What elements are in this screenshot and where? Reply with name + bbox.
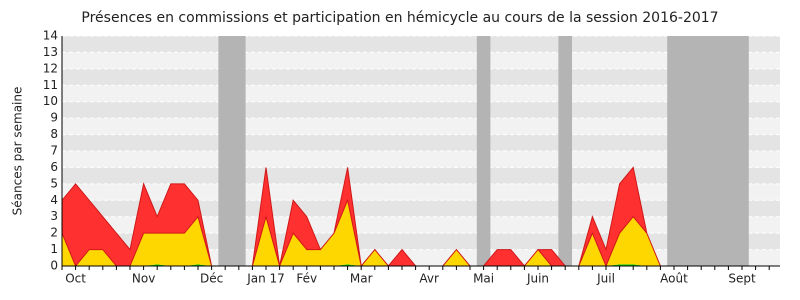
y-tick-label: 9: [50, 111, 58, 125]
x-tick-label: Nov: [132, 272, 155, 286]
y-tick-label: 3: [50, 209, 58, 223]
x-tick-label: Août: [660, 272, 688, 286]
y-tick-label: 8: [50, 127, 58, 141]
vacation-band: [218, 36, 246, 266]
x-tick-label: Juil: [596, 272, 615, 286]
x-tick-label: Fév: [296, 272, 317, 286]
y-axis-label: Séances par semaine: [11, 87, 25, 216]
x-tick-label: Mar: [350, 272, 373, 286]
x-tick-label: Oct: [65, 272, 86, 286]
area: [62, 264, 770, 266]
x-tick-label: Juin: [526, 272, 549, 286]
y-tick-label: 4: [50, 193, 58, 207]
chart-title: Présences en commissions et participatio…: [81, 10, 718, 26]
x-tick-label: Déc: [200, 272, 223, 286]
y-tick-label: 10: [43, 94, 58, 108]
area: [62, 200, 770, 266]
vacation-band: [476, 36, 491, 266]
x-tick-label: Mai: [473, 272, 494, 286]
y-tick-label: 2: [50, 226, 58, 240]
y-tick-label: 5: [50, 176, 58, 190]
y-tick-label: 7: [50, 144, 58, 158]
x-tick-label: Jan 17: [246, 272, 285, 286]
y-tick-label: 13: [43, 45, 58, 59]
vacation-band: [558, 36, 572, 266]
y-tick-label: 1: [50, 242, 58, 256]
x-tick-label: Avr: [419, 272, 439, 286]
y-tick-label: 11: [43, 78, 58, 92]
x-tick-label: Sept: [728, 272, 756, 286]
y-tick-label: 14: [43, 29, 58, 43]
y-tick-label: 0: [50, 259, 58, 273]
y-tick-label: 12: [43, 61, 58, 75]
y-tick-label: 6: [50, 160, 58, 174]
vacation-band: [667, 36, 749, 266]
